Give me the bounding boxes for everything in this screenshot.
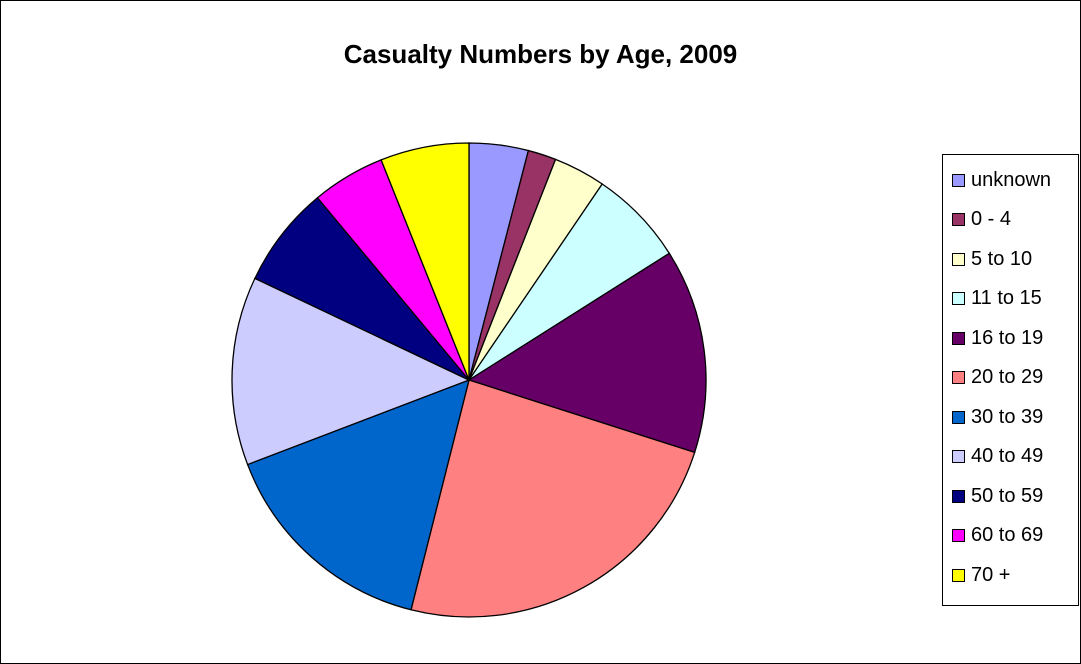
legend: unknown 0 - 4 5 to 10 11 to 15 16 to 19 20 to… xyxy=(942,154,1079,606)
legend-label: 16 to 19 xyxy=(971,326,1044,349)
legend-item: 11 to 15 xyxy=(952,284,1042,314)
legend-item: 40 to 49 xyxy=(952,442,1043,472)
legend-item: 20 to 29 xyxy=(952,363,1043,393)
pie-slice-50-to-59 xyxy=(254,196,470,381)
legend-swatch xyxy=(952,489,965,503)
pie-slices xyxy=(231,142,707,618)
legend-swatch xyxy=(952,529,965,542)
legend-item: 16 to 19 xyxy=(952,323,1043,353)
legend-swatch xyxy=(952,568,965,582)
legend-swatch xyxy=(952,450,965,463)
legend-label: 0 - 4 xyxy=(971,208,1012,230)
legend-label: 40 to 49 xyxy=(971,445,1044,467)
legend-label: 11 to 15 xyxy=(971,287,1042,309)
legend-item: 0 - 4 xyxy=(952,205,1011,235)
legend-label: 30 to 39 xyxy=(971,405,1044,428)
legend-label: 50 to 59 xyxy=(971,484,1044,507)
pie-slice-70- xyxy=(380,142,470,381)
chart-title: Casualty Numbers by Age, 2009 xyxy=(343,39,738,69)
legend-item: 50 to 59 xyxy=(952,481,1043,511)
legend-swatch xyxy=(952,252,965,266)
legend-swatch xyxy=(952,173,965,187)
legend-label: 60 to 69 xyxy=(971,524,1044,546)
legend-item: 5 to 10 xyxy=(952,244,1032,274)
pie-slice-20-to-29 xyxy=(410,379,696,618)
legend-swatch xyxy=(952,410,965,424)
pie-slice-30-to-39 xyxy=(246,378,470,611)
pie-slice-40-to-49 xyxy=(231,277,471,466)
legend-label: unknown xyxy=(971,168,1052,191)
legend-swatch xyxy=(952,213,965,226)
legend-item: 60 to 69 xyxy=(952,521,1043,551)
legend-swatch xyxy=(952,331,965,345)
legend-label: 20 to 29 xyxy=(971,366,1044,388)
legend-item: 70 + xyxy=(952,560,1010,590)
legend-item: 30 to 39 xyxy=(952,402,1043,432)
legend-label: 5 to 10 xyxy=(971,247,1033,270)
legend-swatch xyxy=(952,371,965,384)
legend-item: unknown xyxy=(952,165,1051,195)
pie-slice-16-to-19 xyxy=(467,252,707,454)
legend-swatch xyxy=(952,292,965,305)
legend-label: 70 + xyxy=(971,563,1011,586)
